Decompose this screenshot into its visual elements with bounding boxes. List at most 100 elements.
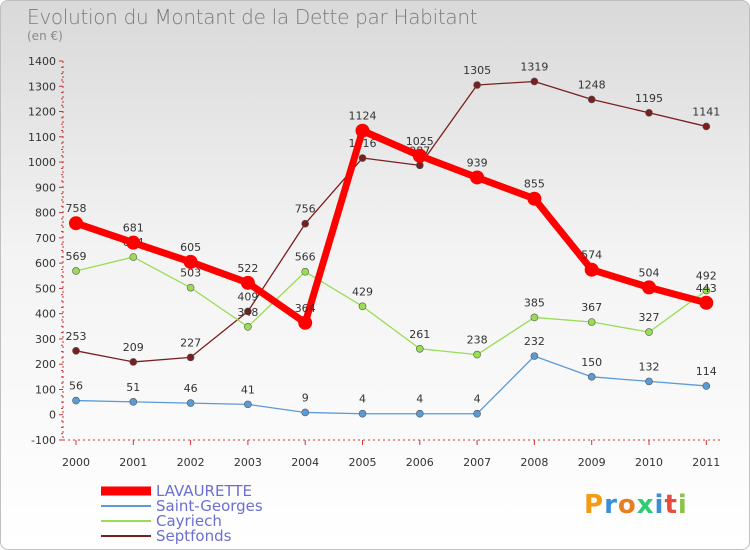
data-point xyxy=(702,122,711,131)
data-label: 132 xyxy=(639,360,660,373)
x-tick-label: 2011 xyxy=(692,456,720,469)
data-point xyxy=(358,409,367,418)
y-tick-label: 800 xyxy=(35,207,56,220)
data-point xyxy=(129,398,138,406)
data-label: 227 xyxy=(180,336,201,349)
data-label: 56 xyxy=(69,380,83,393)
data-point xyxy=(72,347,80,355)
data-label: 261 xyxy=(409,328,430,341)
data-point xyxy=(415,161,424,170)
data-point xyxy=(129,358,138,366)
data-point xyxy=(470,170,485,185)
data-point xyxy=(530,77,539,86)
chart-subtitle: (en €) xyxy=(27,29,63,43)
data-point xyxy=(301,408,310,417)
data-point xyxy=(702,382,711,390)
data-point xyxy=(72,267,80,275)
data-label: 9 xyxy=(302,391,309,404)
data-label: 409 xyxy=(237,290,258,303)
y-tick-label: 100 xyxy=(35,383,56,396)
data-label: 504 xyxy=(639,266,660,279)
y-tick-label: 300 xyxy=(35,333,56,346)
data-point xyxy=(186,399,195,407)
legend-label: Saint-Georges xyxy=(156,497,263,515)
y-tick-label: 200 xyxy=(35,358,56,371)
y-tick-label: 1200 xyxy=(28,106,56,119)
x-tick-label: 2005 xyxy=(349,456,377,469)
data-point xyxy=(587,95,596,104)
x-tick-label: 2009 xyxy=(578,456,606,469)
data-point xyxy=(473,409,481,418)
data-point xyxy=(702,286,711,295)
data-label: 46 xyxy=(184,382,198,395)
series-line-saint-georges xyxy=(75,355,707,415)
data-label: 574 xyxy=(581,249,602,262)
data-label: 348 xyxy=(237,306,258,319)
data-point xyxy=(301,267,310,276)
data-point xyxy=(587,318,596,326)
x-tick-label: 2008 xyxy=(520,456,548,469)
data-point xyxy=(530,313,539,322)
y-tick-label: 400 xyxy=(35,308,56,321)
data-label: 939 xyxy=(467,156,488,169)
data-point xyxy=(126,235,141,250)
data-point xyxy=(298,315,313,330)
y-tick-label: 0 xyxy=(49,409,56,422)
data-point xyxy=(645,377,653,386)
data-point xyxy=(358,154,367,162)
data-label: 429 xyxy=(352,285,373,298)
data-point xyxy=(186,353,195,362)
data-label: 364 xyxy=(295,302,316,315)
data-label: 1248 xyxy=(578,78,606,91)
data-label: 253 xyxy=(66,330,87,343)
x-tick-label: 2002 xyxy=(177,456,205,469)
data-label: 605 xyxy=(180,241,201,254)
data-point xyxy=(645,108,653,117)
chart-title: Evolution du Montant de la Dette par Hab… xyxy=(27,5,478,29)
data-label: 681 xyxy=(123,222,144,235)
legend-label: Septfonds xyxy=(156,527,232,545)
data-point xyxy=(473,81,481,89)
data-label: 566 xyxy=(295,251,316,264)
y-tick-label: 500 xyxy=(35,282,56,295)
data-label: 238 xyxy=(467,334,488,347)
y-tick-label: 600 xyxy=(35,257,56,270)
proxiti-logo: Proxiti xyxy=(584,490,688,520)
data-point xyxy=(587,373,596,381)
data-point xyxy=(244,400,252,409)
y-tick-label: 1100 xyxy=(28,131,56,144)
data-label: 385 xyxy=(524,296,545,309)
x-tick-label: 2003 xyxy=(234,456,262,469)
data-point xyxy=(642,280,656,295)
x-tick-label: 2001 xyxy=(119,456,147,469)
data-label: 4 xyxy=(474,393,481,406)
data-label: 1195 xyxy=(635,92,663,105)
data-point xyxy=(415,344,424,353)
data-point xyxy=(72,396,80,405)
y-tick-label: 1000 xyxy=(28,156,56,169)
data-label: 4 xyxy=(416,393,423,406)
data-point xyxy=(244,323,252,331)
data-label: 443 xyxy=(696,282,717,295)
data-point xyxy=(584,262,599,277)
data-label: 492 xyxy=(696,269,717,282)
x-tick-label: 2010 xyxy=(635,456,663,469)
data-point xyxy=(473,350,481,359)
data-label: 855 xyxy=(524,178,545,191)
series-line-lavaurette xyxy=(74,127,708,327)
x-tick-label: 2004 xyxy=(291,456,319,469)
data-point xyxy=(527,191,542,206)
data-point xyxy=(183,254,198,269)
data-point xyxy=(530,352,539,360)
data-label: 327 xyxy=(639,311,660,324)
data-label: 522 xyxy=(237,262,258,275)
data-point xyxy=(69,216,83,231)
y-tick-label: 1400 xyxy=(28,55,56,68)
data-point xyxy=(186,283,195,292)
data-label: 1141 xyxy=(692,105,720,118)
y-tick-label: -100 xyxy=(31,434,56,447)
data-point xyxy=(645,328,653,336)
data-point xyxy=(240,275,255,290)
y-tick-label: 1300 xyxy=(28,80,56,93)
series-line-septfonds xyxy=(75,80,707,363)
